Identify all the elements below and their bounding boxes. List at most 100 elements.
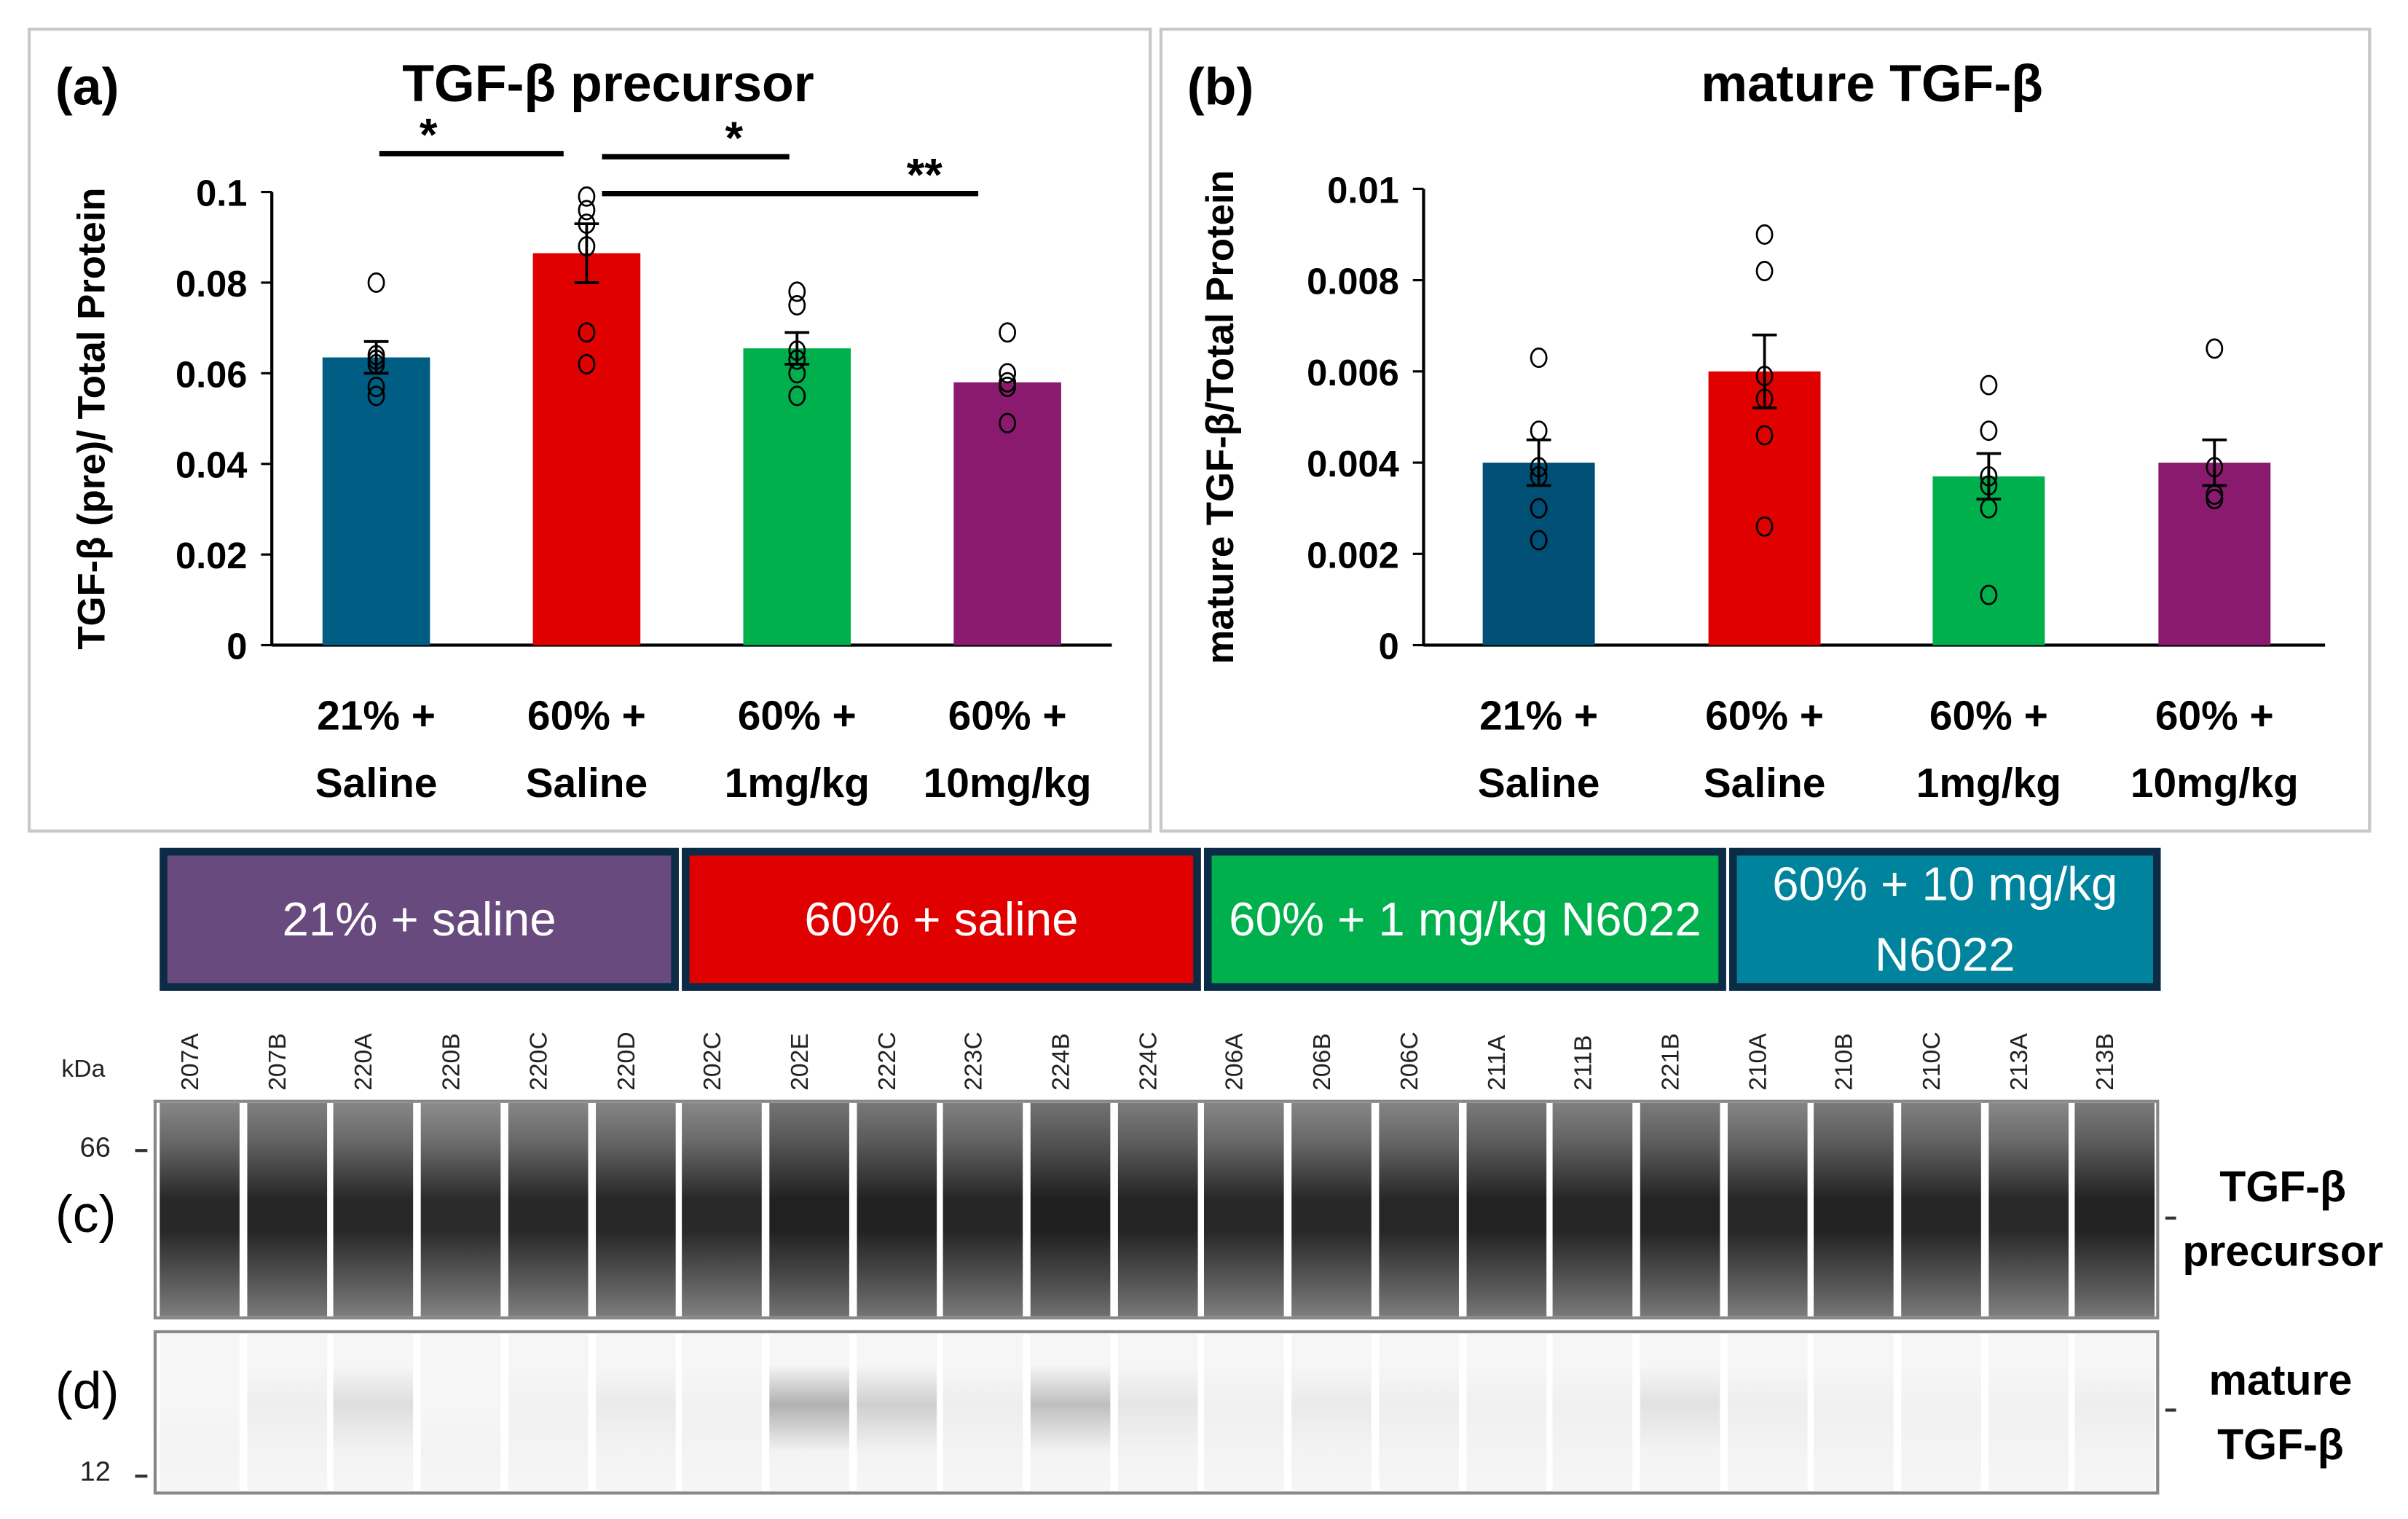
precursor-lane <box>246 1102 327 1316</box>
chart-a-svg: (a) TGF-β precursor TGF-β (pre)/ Total Pro… <box>55 55 1112 806</box>
lane-label: 213A <box>2007 998 2040 1091</box>
data-point <box>1530 457 1548 478</box>
mature-lane <box>769 1333 849 1492</box>
data-point <box>1530 530 1548 551</box>
mature-lane <box>160 1333 240 1492</box>
precursor-lane <box>420 1102 501 1316</box>
x-tick-label: 60% + <box>1705 692 1824 739</box>
bar-0 <box>1482 463 1595 645</box>
data-point <box>788 340 806 361</box>
marker-66: 66 <box>79 1131 111 1163</box>
precursor-lane <box>1291 1102 1372 1316</box>
lane-label-text: 224C <box>1136 1032 1162 1091</box>
x-tick-label: 1mg/kg <box>725 760 870 806</box>
lane-label: 224C <box>1136 998 1170 1091</box>
precursor-lane <box>1030 1102 1111 1316</box>
lane-label: 202C <box>701 998 734 1091</box>
data-point <box>1755 516 1774 537</box>
lane-label: 206A <box>1223 998 1256 1091</box>
mature-lane <box>1378 1333 1459 1492</box>
data-point <box>1980 374 1998 396</box>
chart-b-svg: (b) mature TGF-β mature TGF-β/Total Protei… <box>1187 55 2326 806</box>
precursor-lane <box>1640 1102 1720 1316</box>
y-tick-label: 0.006 <box>1307 352 1399 393</box>
data-point <box>1530 348 1548 369</box>
lane-label: 210C <box>1920 998 1953 1091</box>
lane-label-text: 221B <box>1658 1033 1685 1091</box>
mature-lane <box>943 1333 1023 1492</box>
data-point <box>578 353 596 374</box>
mature-lane <box>1988 1333 2069 1492</box>
y-tick-label: 0 <box>227 626 247 667</box>
lane-label: 223C <box>961 998 996 1091</box>
data-point <box>367 376 385 398</box>
data-point <box>578 213 596 235</box>
lane-label-text: 213B <box>2093 1033 2120 1091</box>
x-tick-label: 60% + <box>738 692 857 739</box>
x-tick-label: 60% + <box>1929 692 2048 739</box>
y-axis-label: TGF-β (pre)/ Total Protein <box>70 187 113 649</box>
lane-label-text: 206B <box>1310 1033 1337 1091</box>
mature-lane <box>1727 1333 1807 1492</box>
group-header-3: 60% + 10 mg/kg N6022 <box>1729 847 2161 991</box>
lane-label-text: 224B <box>1049 1033 1075 1091</box>
data-point <box>1530 498 1548 519</box>
lane-label: 206C <box>1397 998 1431 1091</box>
y-tick-label: 0.06 <box>176 353 247 395</box>
data-point <box>788 295 806 316</box>
data-point <box>1755 388 1774 409</box>
x-tick-label: 10mg/kg <box>924 760 1092 806</box>
bar-2 <box>743 348 851 645</box>
data-point <box>999 363 1017 384</box>
y-tick-label: 0.08 <box>176 263 247 305</box>
lane-label-text: 223C <box>961 1032 988 1091</box>
significance-label: * <box>420 110 438 161</box>
lane-label: 220D <box>613 998 648 1091</box>
panel-a: (a) TGF-β precursor TGF-β (pre)/ Total Pro… <box>27 27 1152 833</box>
data-point <box>788 385 806 407</box>
lane-label: 207B <box>265 998 299 1091</box>
significance-label: ** <box>907 149 943 200</box>
panel-c-label: (c) <box>55 1185 117 1244</box>
group-header-0: 21% + saline <box>160 847 679 991</box>
data-point <box>367 272 385 293</box>
panel-d-label: (d) <box>55 1362 119 1421</box>
group-header-1: 60% + saline <box>682 847 1201 991</box>
x-tick-label: Saline <box>526 760 648 806</box>
panel-b: (b) mature TGF-β mature TGF-β/Total Protei… <box>1159 27 2372 833</box>
data-point <box>788 281 806 302</box>
data-point <box>1980 584 1998 605</box>
bar-3 <box>953 382 1061 645</box>
group-header-2: 60% + 1 mg/kg N6022 <box>1203 847 1726 991</box>
data-point <box>1755 366 1774 387</box>
precursor-lane <box>1988 1102 2069 1316</box>
lane-label-text: 211A <box>1484 1035 1511 1091</box>
lane-label: 206B <box>1310 998 1344 1091</box>
data-point <box>1980 498 1998 519</box>
lane-label-text: 220C <box>526 1032 553 1091</box>
lane-label: 211B <box>1571 998 1605 1091</box>
lane-label-text: 207A <box>178 1033 205 1091</box>
lane-label: 207A <box>178 998 212 1091</box>
y-tick-label: 0.04 <box>176 444 247 486</box>
precursor-tick <box>2165 1216 2176 1220</box>
mature-band-label: mature TGF-β <box>2208 1356 2353 1469</box>
mature-lane <box>1291 1333 1372 1492</box>
lane-label-text: 213A <box>2007 1033 2033 1091</box>
mature-lane <box>1552 1333 1633 1492</box>
mature-lane <box>1901 1333 1981 1492</box>
y-tick-label: 0.008 <box>1307 261 1399 302</box>
data-point <box>1980 420 1998 441</box>
lane-label-text: 210A <box>1745 1033 1772 1091</box>
data-point <box>578 200 596 221</box>
data-point <box>1755 425 1774 446</box>
precursor-lane <box>1814 1102 1894 1316</box>
panel-label: (b) <box>1187 58 1254 116</box>
mature-lane <box>1465 1333 1546 1492</box>
group-header-label: 60% + saline <box>804 891 1079 946</box>
lane-label: 222C <box>875 998 908 1091</box>
data-point <box>367 353 385 374</box>
marker-66-tick <box>135 1149 148 1152</box>
chart-title: mature TGF-β <box>1701 55 2043 113</box>
